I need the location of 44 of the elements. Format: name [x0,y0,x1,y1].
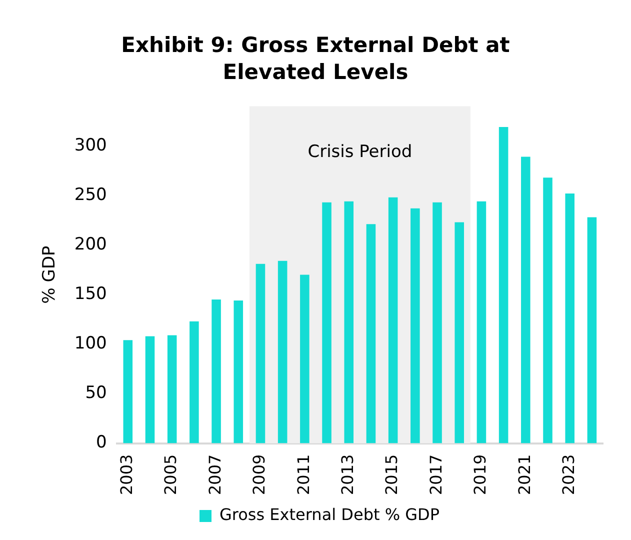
bar [565,193,574,444]
bar [543,178,552,444]
bar [344,201,354,444]
bar [322,202,332,444]
bar [410,208,420,444]
x-tick-label: 2009 [250,454,269,495]
bar [498,127,508,444]
x-tick-label: 2011 [294,454,313,495]
x-tick-label: 2005 [161,454,180,495]
bar [278,260,288,444]
bar [300,274,310,444]
legend-label: Gross External Debt % GDP [220,505,440,524]
bar [256,264,266,444]
chart-title: Exhibit 9: Gross External Debt at Elevated Levels [120,32,511,86]
y-tick-label: 250 [74,184,107,205]
bar [587,217,597,444]
y-tick-label: 0 [96,432,107,453]
bar [388,197,398,444]
y-tick-label: 200 [74,234,107,254]
bar [145,336,155,444]
x-tick-label: 2021 [514,454,534,495]
bar [432,202,442,444]
x-tick-label: 2017 [426,454,446,495]
bar [454,222,464,444]
bar [212,300,221,444]
bar [476,201,486,444]
x-tick-label: 2003 [117,454,136,495]
y-tick-label: 50 [85,383,107,404]
y-axis-title: % GDP [40,246,60,304]
y-tick-label: 100 [74,334,107,354]
x-tick-label: 2013 [338,454,358,495]
bar [167,335,177,444]
x-tick-label: 2019 [470,454,490,495]
bar [190,321,199,444]
y-tick-label: 150 [74,284,107,304]
band-label: Crisis Period [308,142,412,162]
bar [234,300,244,444]
bar [521,156,530,444]
bar [123,340,133,444]
bar [366,224,376,444]
x-tick-label: 2007 [205,454,224,495]
x-tick-label: 2015 [382,454,402,495]
x-tick-label: 2023 [559,454,578,495]
y-tick-label: 300 [74,135,107,156]
